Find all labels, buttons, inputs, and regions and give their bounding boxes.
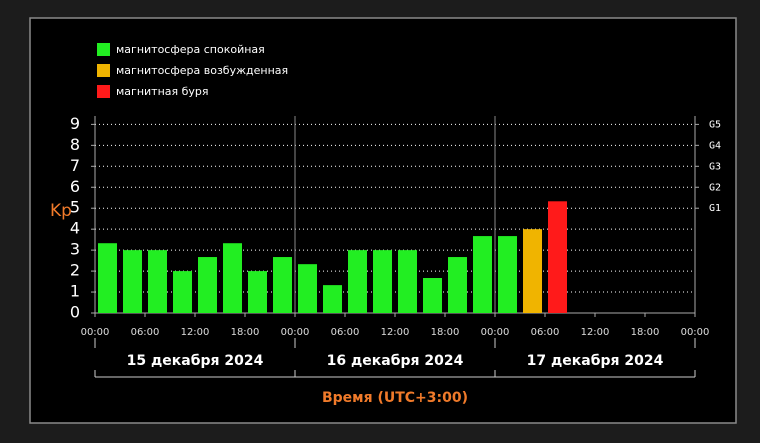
bar (323, 285, 342, 313)
x-tick-label: 00:00 (281, 327, 310, 338)
x-tick-label: 12:00 (381, 327, 410, 338)
x-tick-label: 18:00 (431, 327, 460, 338)
y-tick-label: 7 (70, 156, 80, 175)
bar (473, 236, 492, 313)
x-tick-label: 06:00 (531, 327, 560, 338)
bar (548, 201, 567, 313)
x-tick-label: 06:00 (131, 327, 160, 338)
y-tick-label: 8 (70, 135, 80, 154)
legend-swatch (97, 64, 110, 77)
y2-tick-label: G1 (709, 203, 721, 214)
y2-tick-label: G4 (709, 140, 721, 151)
legend-label: магнитосфера возбужденная (116, 64, 288, 77)
day-label: 16 декабря 2024 (327, 353, 464, 369)
y-tick-label: 6 (70, 177, 80, 196)
chart-frame (29, 17, 737, 424)
legend-label: магнитосфера спокойная (116, 43, 265, 56)
bar (298, 264, 317, 313)
bar (398, 250, 417, 313)
x-tick-label: 00:00 (81, 327, 110, 338)
x-tick-label: 12:00 (181, 327, 210, 338)
x-tick-label: 18:00 (231, 327, 260, 338)
bar (373, 250, 392, 313)
bar (198, 257, 217, 313)
x-tick-label: 18:00 (631, 327, 660, 338)
bar (498, 236, 517, 313)
bar (123, 250, 142, 313)
y-tick-label: 1 (70, 282, 80, 301)
y-tick-label: 4 (70, 219, 80, 238)
x-tick-label: 00:00 (481, 327, 510, 338)
y-axis-label: Kp (50, 201, 72, 221)
y-tick-label: 9 (70, 114, 80, 133)
legend-label: магнитная буря (116, 85, 209, 98)
y2-tick-label: G5 (709, 119, 721, 130)
bar (98, 243, 117, 313)
x-axis-label: Время (UTC+3:00) (322, 390, 468, 406)
legend-swatch (97, 85, 110, 98)
x-tick-label: 00:00 (681, 327, 710, 338)
bar (273, 257, 292, 313)
y-tick-label: 5 (70, 198, 80, 217)
y-tick-label: 3 (70, 240, 80, 259)
y2-tick-label: G3 (709, 161, 721, 172)
bar (523, 229, 542, 313)
y-tick-label: 0 (70, 303, 80, 322)
bar (448, 257, 467, 313)
y2-tick-label: G2 (709, 182, 721, 193)
bar (248, 271, 267, 313)
bar (348, 250, 367, 313)
bar (423, 278, 442, 313)
x-tick-label: 06:00 (331, 327, 360, 338)
bar (173, 271, 192, 313)
bar (223, 243, 242, 313)
bar (148, 250, 167, 313)
y-tick-label: 2 (70, 261, 80, 280)
day-label: 15 декабря 2024 (127, 353, 264, 369)
legend-swatch (97, 43, 110, 56)
x-tick-label: 12:00 (581, 327, 610, 338)
day-label: 17 декабря 2024 (527, 353, 664, 369)
